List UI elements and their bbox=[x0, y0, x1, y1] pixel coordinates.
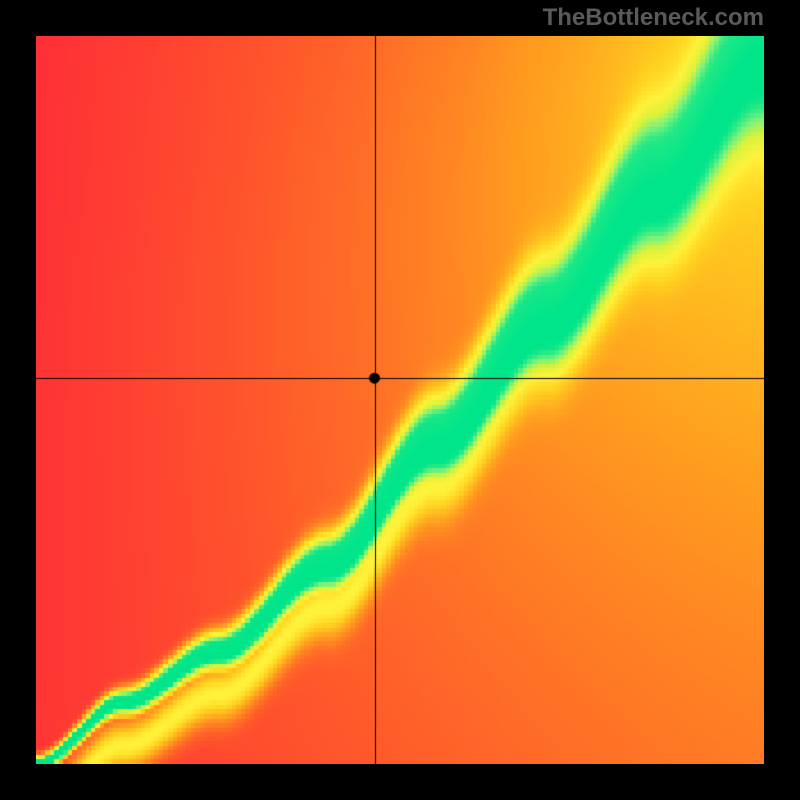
chart-container: TheBottleneck.com bbox=[0, 0, 800, 800]
crosshair-overlay bbox=[36, 36, 764, 764]
attribution-label: TheBottleneck.com bbox=[543, 4, 764, 32]
